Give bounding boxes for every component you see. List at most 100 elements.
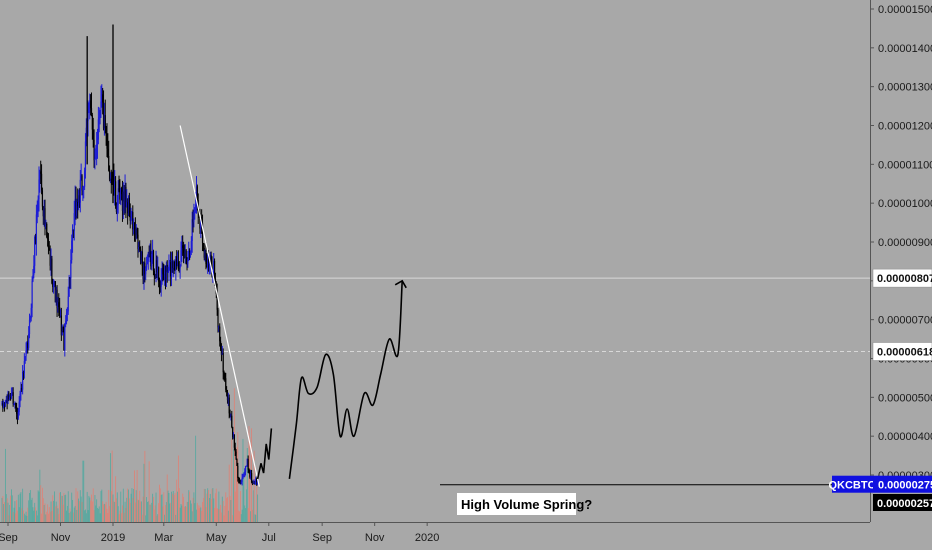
candle — [34, 235, 36, 274]
candle — [232, 426, 234, 440]
candle — [76, 198, 78, 219]
volume-bar — [35, 510, 37, 522]
candle — [176, 250, 178, 270]
candle — [17, 408, 19, 420]
candle — [235, 449, 237, 460]
candle — [89, 93, 91, 120]
candle — [226, 389, 229, 404]
volume-bar — [62, 504, 64, 522]
volume-bar — [171, 493, 173, 522]
candle — [179, 264, 181, 279]
candle — [9, 394, 11, 400]
volume-bar — [92, 488, 94, 522]
volume-bar — [80, 496, 82, 522]
candle — [34, 233, 37, 245]
candle — [61, 324, 63, 336]
candle — [64, 322, 66, 357]
candle — [12, 387, 14, 407]
volume-bar — [81, 501, 83, 522]
volume-bar — [98, 506, 100, 522]
candle — [203, 243, 205, 261]
candle — [66, 307, 68, 322]
x-tick-label: Sep — [312, 532, 332, 544]
candle — [193, 203, 195, 228]
candle — [220, 343, 223, 362]
volume-bar — [127, 488, 129, 522]
plot-background — [0, 0, 870, 522]
candle — [50, 248, 52, 276]
candle — [92, 117, 94, 148]
volume-bar — [188, 490, 190, 522]
volume-bar — [44, 503, 46, 522]
volume-bar — [176, 479, 178, 522]
candle — [119, 179, 121, 204]
volume-bar — [54, 506, 56, 522]
volume-bar — [191, 511, 193, 522]
volume-bar — [87, 510, 89, 522]
volume-bar — [185, 506, 187, 522]
candle — [101, 84, 103, 108]
volume-bar — [205, 507, 207, 522]
candle — [62, 326, 64, 333]
candle — [164, 265, 166, 286]
candle — [6, 394, 8, 410]
volume-bar — [82, 460, 84, 522]
candle — [2, 398, 4, 412]
candle — [216, 283, 218, 316]
volume-bar — [113, 501, 115, 522]
candle — [127, 198, 129, 225]
candle — [79, 169, 81, 213]
volume-bar — [84, 510, 86, 522]
candle — [128, 192, 130, 218]
candle — [148, 245, 150, 258]
candle — [241, 473, 243, 486]
candle — [40, 164, 43, 195]
volume-bar — [117, 506, 119, 522]
candle — [46, 232, 49, 247]
volume-bar — [125, 508, 127, 522]
volume-bar — [153, 497, 154, 522]
volume-bar — [173, 495, 175, 522]
volume-bar — [24, 515, 26, 522]
volume-bar — [129, 502, 131, 522]
candle — [16, 402, 18, 420]
projection-arrowhead — [394, 279, 407, 289]
candle — [135, 224, 137, 240]
candle — [63, 324, 65, 351]
volume-bar — [228, 464, 230, 522]
candle — [90, 92, 93, 117]
volume-bar — [78, 501, 80, 522]
candle — [157, 256, 159, 281]
volume-bar — [100, 491, 102, 522]
volume-bar — [190, 503, 192, 522]
candle — [81, 174, 83, 196]
volume-bar — [226, 498, 228, 522]
volume-bar — [130, 493, 132, 522]
candle — [154, 273, 156, 279]
annotation-box[interactable]: High Volume Spring? — [457, 493, 592, 515]
volume-bar — [66, 510, 67, 522]
volume-bar — [18, 507, 20, 522]
candle — [246, 458, 248, 467]
candle — [195, 176, 198, 214]
volume-bar — [40, 485, 42, 522]
candle — [219, 323, 221, 347]
volume-bar — [159, 484, 160, 522]
candle — [229, 409, 231, 418]
volume-bar — [210, 498, 212, 522]
volume-bar — [240, 514, 242, 522]
candle — [97, 106, 99, 145]
volume-bar — [179, 507, 181, 522]
volume-bar — [220, 504, 222, 522]
volume-bar — [27, 507, 29, 522]
projection-path[interactable] — [256, 280, 403, 480]
volume-bar — [71, 492, 73, 522]
volume-bar — [106, 508, 108, 522]
volume-bar — [155, 492, 157, 522]
candle — [253, 480, 255, 485]
candle — [129, 203, 131, 229]
down-trendline[interactable] — [179, 125, 260, 487]
volume-bar — [147, 501, 149, 522]
candle — [169, 259, 171, 271]
